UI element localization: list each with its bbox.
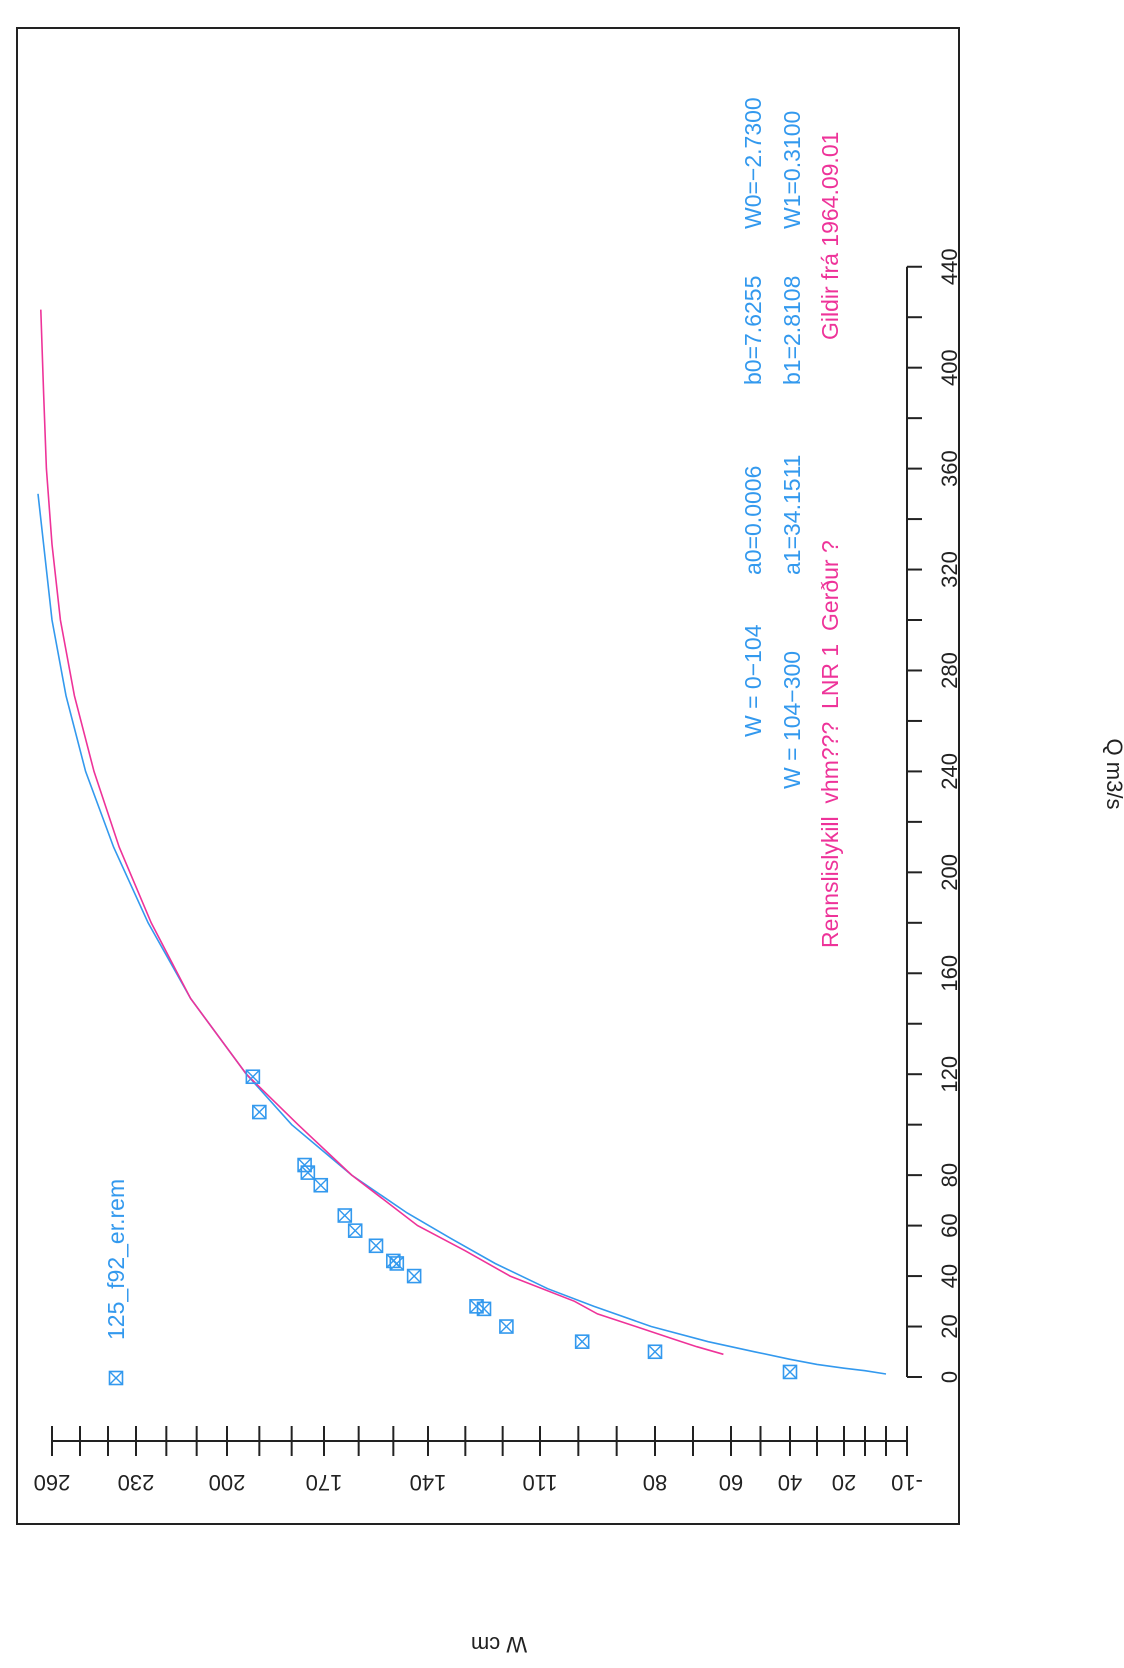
annotation-text: W0=−2.7300 (740, 97, 766, 229)
w-tick-label: 20 (832, 1470, 856, 1495)
data-point (386, 1253, 401, 1269)
q-tick-label: 320 (937, 551, 962, 588)
data-point (368, 1238, 384, 1254)
data-point (347, 1223, 363, 1238)
plot-frame (16, 27, 960, 1525)
q-tick-label: 440 (937, 248, 962, 285)
annotation-text: Rennslislykill vhm??? LNR 1 Gerður ? (817, 540, 843, 948)
annotation-text: W = 104−300 (779, 651, 805, 789)
data-point (499, 1319, 514, 1334)
w-tick-label: 140 (410, 1470, 447, 1495)
x-axis-title: Q m3/s (1102, 739, 1124, 810)
w-tick-label: 200 (209, 1470, 246, 1495)
q-tick-label: 80 (937, 1163, 962, 1187)
annotation-text: a1=34.1511 (779, 455, 805, 575)
annotation-text: Gildir frá 1964.09.01 (817, 132, 843, 340)
w-tick-label: 80 (643, 1470, 667, 1495)
q-tick-label: 0 (937, 1371, 962, 1383)
y-axis-title: W cm (471, 1632, 527, 1657)
w-tick-label: -10 (891, 1470, 923, 1495)
q-tick-label: 240 (937, 753, 962, 790)
annotation-text: b1=2.8108 (779, 276, 805, 385)
w-tick-label: 110 (522, 1470, 557, 1495)
w-tick-label: 170 (306, 1470, 343, 1495)
data-point (574, 1334, 590, 1349)
rating-curve (37, 493, 887, 1375)
curves (37, 309, 887, 1375)
q-tick-label: 280 (937, 652, 962, 689)
data-point (245, 1069, 261, 1085)
data-point (297, 1157, 312, 1173)
data-point (337, 1208, 353, 1223)
data-point (469, 1299, 484, 1314)
q-tick-label: 20 (937, 1314, 962, 1338)
w-tick-label: 230 (118, 1470, 155, 1495)
q-tick-label: 60 (937, 1213, 962, 1237)
q-tick-label: 360 (937, 450, 962, 487)
annotation-text: a0=0.0006 (740, 466, 766, 575)
annotation-text: b0=7.6255 (740, 276, 766, 385)
w-axis: -10 20 40 60 80 110 140 170 200 230 260 (34, 1426, 923, 1495)
data-point (313, 1177, 329, 1193)
annotation-text: W = 0−104 (740, 624, 766, 737)
data-point (782, 1364, 798, 1380)
legend: 125_f92_er.rem (103, 1179, 129, 1386)
q-tick-label: 200 (937, 854, 962, 891)
legend-label: 125_f92_er.rem (103, 1179, 129, 1340)
legend-marker (108, 1370, 124, 1386)
annotation-text: W1=0.3100 (779, 111, 805, 229)
data-point (300, 1165, 316, 1180)
data-point (647, 1344, 663, 1360)
rating-curve (40, 309, 724, 1356)
w-tick-label: 60 (719, 1470, 743, 1495)
data-point (406, 1268, 422, 1284)
w-tick-label: 260 (34, 1470, 71, 1495)
curve-annotations: W = 0−104 a0=0.0006 b0=7.6255 W0=−2.7300 W =… (740, 97, 843, 948)
w-tick-label: 40 (778, 1470, 802, 1495)
q-tick-label: 40 (937, 1264, 962, 1288)
q-tick-label: 120 (937, 1056, 962, 1093)
q-axis: 0 20 40 60 80 120 160 200 240 280 320 360 400 440 (906, 248, 962, 1383)
measured-points (245, 1069, 798, 1380)
data-point (252, 1104, 267, 1120)
q-tick-label: 160 (937, 955, 962, 992)
q-tick-label: 400 (937, 349, 962, 386)
